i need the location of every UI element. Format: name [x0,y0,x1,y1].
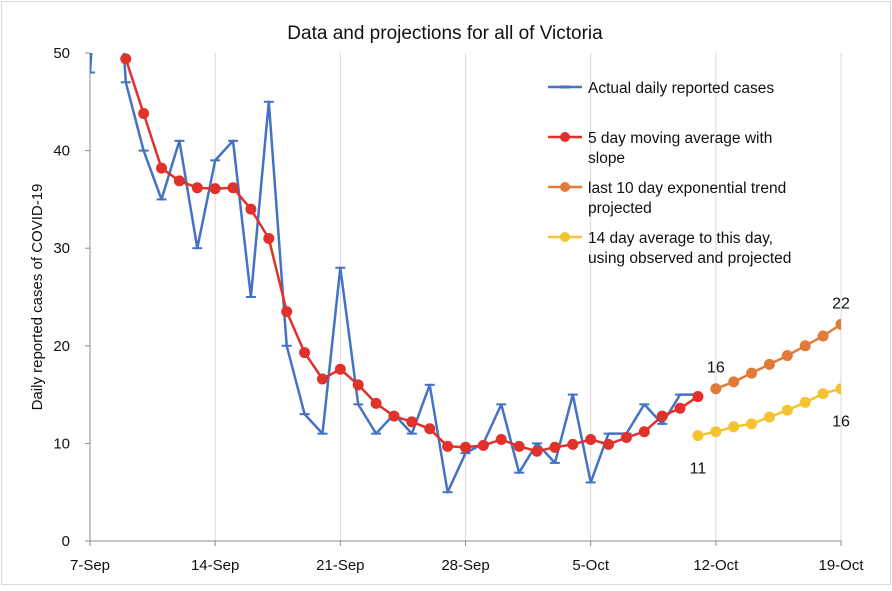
legend-label: Actual daily reported cases [588,80,774,97]
data-point [477,439,489,451]
data-point [334,363,346,375]
data-point [460,441,471,453]
data-point [316,373,328,385]
data-point [406,416,418,428]
series-4 [692,383,841,442]
series-layer [90,53,841,494]
data-point [120,53,132,65]
annotation-layer: 16 22 11 16 [690,295,850,477]
x-tick-label: 7-Sep [70,557,110,574]
data-point [799,340,811,352]
legend-swatch-marker [560,182,570,192]
data-point [674,402,686,414]
y-tick-label: 50 [53,45,70,62]
data-point [299,347,311,359]
data-label: 16 [832,414,850,431]
data-point [763,358,775,370]
data-point [281,306,293,318]
y-tick-label: 10 [53,435,70,452]
data-point [781,350,793,362]
legend-item-4: 14 day average to this day, using observe… [548,230,791,267]
legend-label: last 10 day exponential trend [588,180,786,197]
legend-label: slope [588,150,625,167]
data-point [763,411,775,423]
data-point [817,330,829,342]
data-point [835,318,841,330]
data-point [585,433,597,445]
legend-item-2: 5 day moving average with slope [548,130,772,167]
chart-legend: Actual daily reported cases 5 day moving … [548,80,791,267]
data-point [799,396,811,408]
data-point [263,232,275,244]
x-tick-label: 21-Sep [316,557,364,574]
legend-swatch-marker [560,132,570,142]
data-point [424,423,436,435]
y-tick-label: 30 [53,240,70,257]
data-point [710,426,722,438]
data-point [692,430,704,442]
data-point [620,432,632,444]
data-point [728,376,740,388]
legend-swatch-marker [560,232,570,242]
data-point [549,441,561,453]
series-3 [710,318,841,395]
data-label: 22 [832,295,850,312]
x-tick-label: 12-Oct [693,557,739,574]
data-point [746,418,758,430]
chart-title: Data and projections for all of Victoria [287,23,603,44]
data-point [835,383,841,395]
axis-layer: 0 10 20 30 40 50 7-Sep 14-Sep 21-Sep 28-Sep 5-Oct 1… [53,45,864,574]
legend-label: using observed and projected [588,250,791,267]
data-point [638,426,650,438]
data-point [370,397,382,409]
series-2 [120,53,704,457]
data-point [191,182,203,194]
data-point [513,440,525,452]
x-tick-label: 19-Oct [818,557,864,574]
x-tick-label: 14-Sep [191,557,239,574]
legend-label: 5 day moving average with [588,130,772,147]
data-point [495,433,507,445]
data-point [603,438,615,450]
legend-item-1: Actual daily reported cases [548,80,774,97]
x-tick-label: 28-Sep [441,557,489,574]
data-point [781,404,793,416]
data-point [352,379,364,391]
data-point [710,383,722,395]
legend-item-3: last 10 day exponential trend projected [548,180,786,217]
data-point [746,367,758,379]
y-tick-label: 20 [53,338,70,355]
data-point [156,162,168,174]
y-tick-label: 0 [62,533,70,550]
data-point [209,183,221,195]
y-axis-label: Daily reported cases of COVID-19 [29,184,46,411]
data-point [173,175,185,187]
data-point [692,391,704,403]
data-point [728,421,740,433]
data-point [567,438,579,450]
data-label: 11 [690,461,707,478]
data-point [656,410,668,422]
data-point [138,108,150,120]
data-point [531,445,543,457]
data-point [817,388,829,400]
data-point [227,182,239,194]
x-tick-label: 5-Oct [572,557,610,574]
data-point [442,440,454,452]
grid-layer [214,53,842,541]
data-label: 16 [707,360,725,377]
data-point [388,410,400,422]
legend-label: 14 day average to this day, [588,230,773,247]
legend-label: projected [588,200,652,217]
data-point [245,203,257,215]
y-tick-label: 40 [53,143,70,160]
